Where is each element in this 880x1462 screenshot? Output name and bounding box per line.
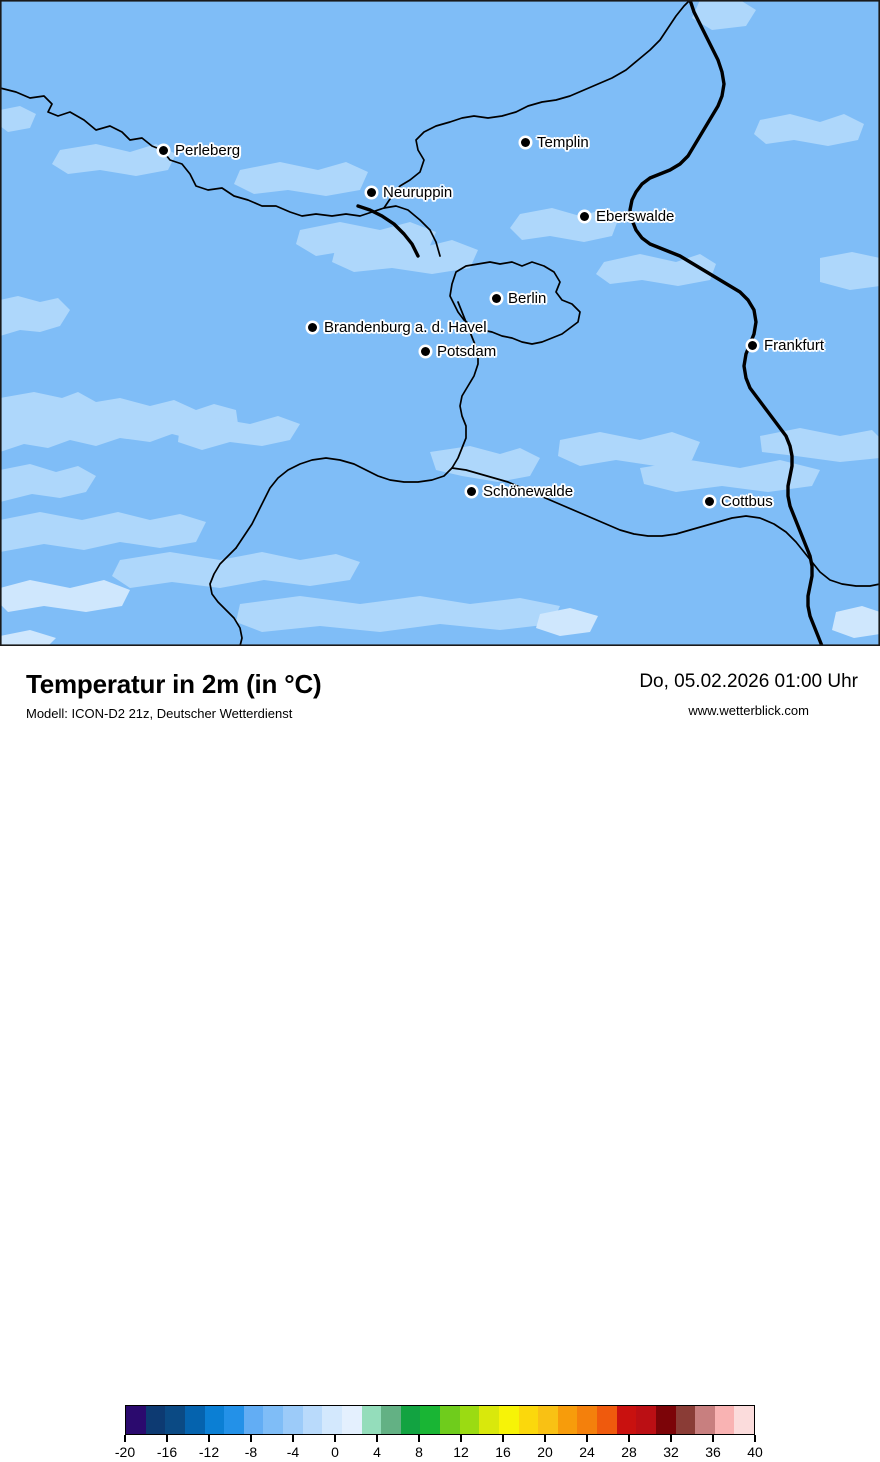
colorbar-swatches <box>125 1405 755 1435</box>
model-subtitle: Modell: ICON-D2 21z, Deutscher Wetterdie… <box>26 706 293 721</box>
colorbar-swatch <box>420 1406 440 1434</box>
colorbar-tick-label: 8 <box>415 1444 423 1460</box>
colorbar-tick-label: 24 <box>579 1444 595 1460</box>
colorbar-swatch <box>636 1406 656 1434</box>
colorbar-swatch <box>263 1406 283 1434</box>
colorbar-tick-label: 20 <box>537 1444 553 1460</box>
colorbar-tick <box>334 1435 336 1442</box>
colorbar-swatch <box>381 1406 401 1434</box>
colorbar-swatch <box>479 1406 499 1434</box>
map-graphic <box>0 0 880 646</box>
colorbar-swatch <box>695 1406 715 1434</box>
colorbar-tick <box>754 1435 756 1442</box>
colorbar-swatch <box>126 1406 146 1434</box>
colorbar-tick <box>544 1435 546 1442</box>
colorbar-tick <box>502 1435 504 1442</box>
colorbar-tick-labels: -20 -16 -12 -8 -4 0 4 8 12 16 20 24 28 32 36 40 <box>115 1442 763 1462</box>
colorbar-tick <box>250 1435 252 1442</box>
colorbar-tick <box>586 1435 588 1442</box>
colorbar-tick-label: 40 <box>747 1444 763 1460</box>
colorbar-swatch <box>204 1406 225 1434</box>
page-title: Temperatur in 2m (in °C) <box>26 669 322 699</box>
colorbar-swatch <box>341 1406 362 1434</box>
colorbar-swatch <box>145 1406 166 1434</box>
colorbar-swatch <box>675 1406 696 1434</box>
temperature-base-fill <box>0 0 880 646</box>
site-url: www.wetterblick.com <box>688 703 809 718</box>
colorbar-swatch <box>538 1406 558 1434</box>
colorbar-tick <box>376 1435 378 1442</box>
colorbar-tick <box>712 1435 714 1442</box>
map-frame <box>0 0 880 646</box>
colorbar-swatch <box>498 1406 519 1434</box>
colorbar-swatch <box>322 1406 342 1434</box>
colorbar-swatch <box>361 1406 382 1434</box>
colorbar-swatch <box>597 1406 617 1434</box>
colorbar-swatch <box>302 1406 323 1434</box>
footer-panel: Temperatur in 2m (in °C) Modell: ICON-D2… <box>0 646 880 1460</box>
colorbar-tick-label: -12 <box>198 1444 220 1460</box>
colorbar-swatch <box>440 1406 460 1434</box>
colorbar-tick <box>166 1435 168 1442</box>
colorbar-swatch <box>283 1406 303 1434</box>
colorbar-tick <box>292 1435 294 1442</box>
colorbar-tick-label: -8 <box>244 1444 258 1460</box>
colorbar-swatch <box>714 1406 735 1434</box>
colorbar-swatch <box>243 1406 264 1434</box>
colorbar-tick <box>418 1435 420 1442</box>
colorbar-tick-label: 28 <box>621 1444 637 1460</box>
colorbar-swatch <box>734 1406 754 1434</box>
colorbar-tick-label: 32 <box>663 1444 679 1460</box>
district-borders <box>0 0 880 646</box>
valid-time: Do, 05.02.2026 01:00 Uhr <box>639 671 858 692</box>
colorbar-swatch <box>400 1406 421 1434</box>
colorbar-tick-label: 0 <box>331 1444 339 1460</box>
colorbar-tick <box>460 1435 462 1442</box>
colorbar[interactable]: -20 -16 -12 -8 -4 0 4 8 12 16 20 24 28 32 36 40 <box>115 1405 763 1462</box>
weather-map[interactable]: Perleberg Templin Neuruppin Eberswalde B… <box>0 0 880 646</box>
colorbar-tick-label: 12 <box>453 1444 469 1460</box>
colorbar-swatch <box>616 1406 637 1434</box>
colorbar-tick <box>670 1435 672 1442</box>
temperature-band-2-4 <box>0 580 880 646</box>
colorbar-tick-label: -16 <box>156 1444 178 1460</box>
colorbar-tick-label: -4 <box>286 1444 300 1460</box>
colorbar-swatch <box>224 1406 244 1434</box>
colorbar-tick <box>208 1435 210 1442</box>
colorbar-swatch <box>184 1406 205 1434</box>
national-border-poland <box>356 0 824 646</box>
colorbar-swatch <box>577 1406 597 1434</box>
colorbar-tick-label: 36 <box>705 1444 721 1460</box>
colorbar-tick-label: 16 <box>495 1444 511 1460</box>
colorbar-swatch <box>165 1406 185 1434</box>
meta-block: Do, 05.02.2026 01:00 Uhr www.wetterblick… <box>639 671 858 719</box>
colorbar-tick <box>628 1435 630 1442</box>
colorbar-swatch <box>518 1406 539 1434</box>
colorbar-tick-label: -20 <box>114 1444 136 1460</box>
colorbar-ticks <box>124 1435 756 1442</box>
colorbar-swatch <box>459 1406 480 1434</box>
colorbar-tick <box>124 1435 126 1442</box>
colorbar-swatch <box>655 1406 676 1434</box>
title-block: Temperatur in 2m (in °C) Modell: ICON-D2… <box>26 669 322 722</box>
colorbar-tick-label: 4 <box>373 1444 381 1460</box>
colorbar-swatch <box>557 1406 578 1434</box>
